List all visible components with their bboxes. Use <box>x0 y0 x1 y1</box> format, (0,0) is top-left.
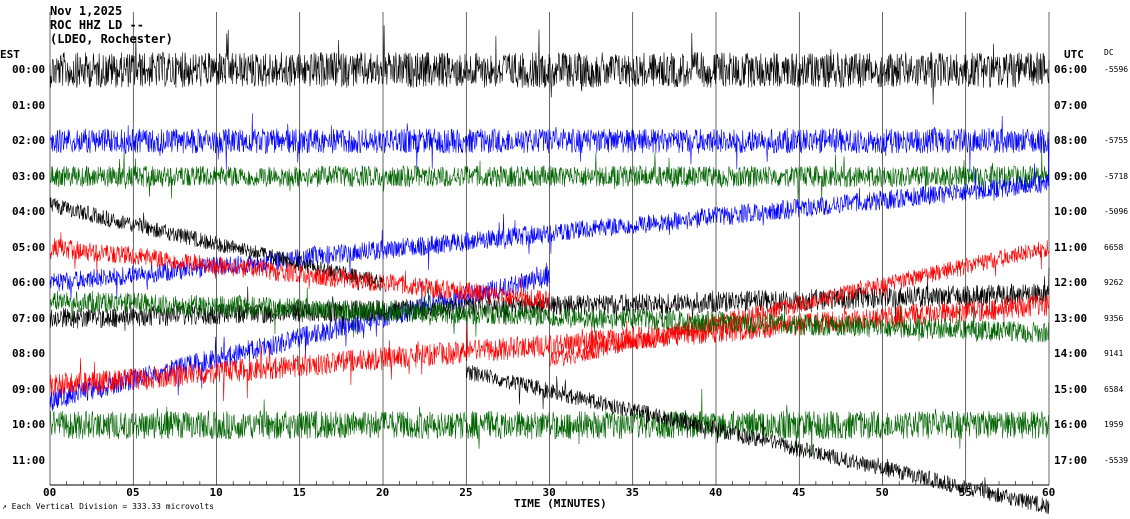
est-label-03:00: 03:00 <box>12 169 46 183</box>
utc-label-10:00: 10:00 <box>1054 205 1088 218</box>
est-label-08:00: 08:00 <box>12 347 46 360</box>
header-station: ROC HHZ LD -- <box>50 18 144 32</box>
est-label-01:00: 01:00 <box>12 98 46 112</box>
est-label-05:00: 05:00 <box>12 240 46 254</box>
est-label-11:00: 11:00 <box>12 453 46 467</box>
x-tick-45: 45 <box>792 486 806 499</box>
utc-label-09:00: 09:00 <box>1054 169 1088 183</box>
est-label-07:00: 07:00 <box>12 311 46 325</box>
dc-value-7: 9356 <box>1104 313 1124 323</box>
x-tick-15: 15 <box>292 486 306 499</box>
est-label-00:00: 00:00 <box>12 63 46 76</box>
dc-value-0: -5596 <box>1104 65 1129 74</box>
footnote-arrow-icon: ↗ <box>2 502 7 511</box>
dc-value-9: 6584 <box>1104 384 1124 394</box>
header-date: Nov 1,2025 <box>50 4 123 18</box>
x-tick-35: 35 <box>625 486 639 499</box>
est-label-10:00: 10:00 <box>12 418 46 431</box>
dc-value-8: 9141 <box>1104 349 1124 358</box>
utc-label-13:00: 13:00 <box>1054 311 1088 325</box>
utc-label-06:00: 06:00 <box>1054 63 1088 76</box>
x-tick-00: 00 <box>43 486 57 499</box>
dc-value-2: -5755 <box>1104 136 1129 145</box>
drift-trace-0 <box>49 163 1050 300</box>
dc-value-11: -5539 <box>1104 455 1129 465</box>
utc-label-11:00: 11:00 <box>1054 240 1088 254</box>
est-label-02:00: 02:00 <box>12 134 46 147</box>
x-axis-label: TIME (MINUTES) <box>514 497 607 510</box>
x-tick-10: 10 <box>209 486 223 499</box>
dc-value-6: 9262 <box>1104 278 1124 287</box>
trace-row-03:00 <box>49 150 1050 204</box>
trace-row-02:00 <box>49 113 1050 173</box>
x-tick-25: 25 <box>459 486 473 499</box>
utc-label-08:00: 08:00 <box>1054 134 1088 147</box>
dc-header-label: DC <box>1104 48 1114 57</box>
utc-label-12:00: 12:00 <box>1054 276 1088 289</box>
x-tick-55: 55 <box>958 486 972 499</box>
est-label-09:00: 09:00 <box>12 382 46 396</box>
utc-label-15:00: 15:00 <box>1054 382 1088 396</box>
x-tick-40: 40 <box>709 486 723 499</box>
x-tick-60: 60 <box>1042 486 1056 499</box>
dc-value-4: -5096 <box>1104 207 1129 216</box>
utc-label-17:00: 17:00 <box>1054 453 1088 467</box>
est-label-04:00: 04:00 <box>12 205 46 218</box>
footnote-text: Each Vertical Division = 333.33 microvol… <box>11 502 214 511</box>
utc-label-14:00: 14:00 <box>1054 347 1088 360</box>
drift-trace-6 <box>549 240 1050 367</box>
x-tick-20: 20 <box>376 486 390 499</box>
right-timezone-label: UTC <box>1064 48 1084 61</box>
trace-row-00:00 <box>49 25 1050 105</box>
dc-value-10: 1959 <box>1104 420 1124 429</box>
est-label-06:00: 06:00 <box>12 276 46 289</box>
utc-label-07:00: 07:00 <box>1054 98 1088 112</box>
left-timezone-label: EST <box>0 48 20 61</box>
dc-value-3: -5718 <box>1104 171 1129 181</box>
drift-trace-8 <box>466 365 1050 514</box>
microvolt-footnote: ↗ Each Vertical Division = 333.33 microv… <box>2 502 214 511</box>
header-network: (LDEO, Rochester) <box>50 32 173 46</box>
utc-label-16:00: 16:00 <box>1054 418 1088 431</box>
drift-trace-7 <box>49 286 1050 344</box>
x-tick-30: 30 <box>542 486 556 499</box>
drift-trace-4 <box>49 232 550 312</box>
x-tick-50: 50 <box>875 486 889 499</box>
dc-value-5: 6658 <box>1104 242 1124 252</box>
trace-row-10:00 <box>49 388 1050 458</box>
drift-trace-5 <box>49 293 1050 402</box>
x-tick-05: 05 <box>126 486 140 499</box>
drift-trace-2 <box>49 197 384 292</box>
